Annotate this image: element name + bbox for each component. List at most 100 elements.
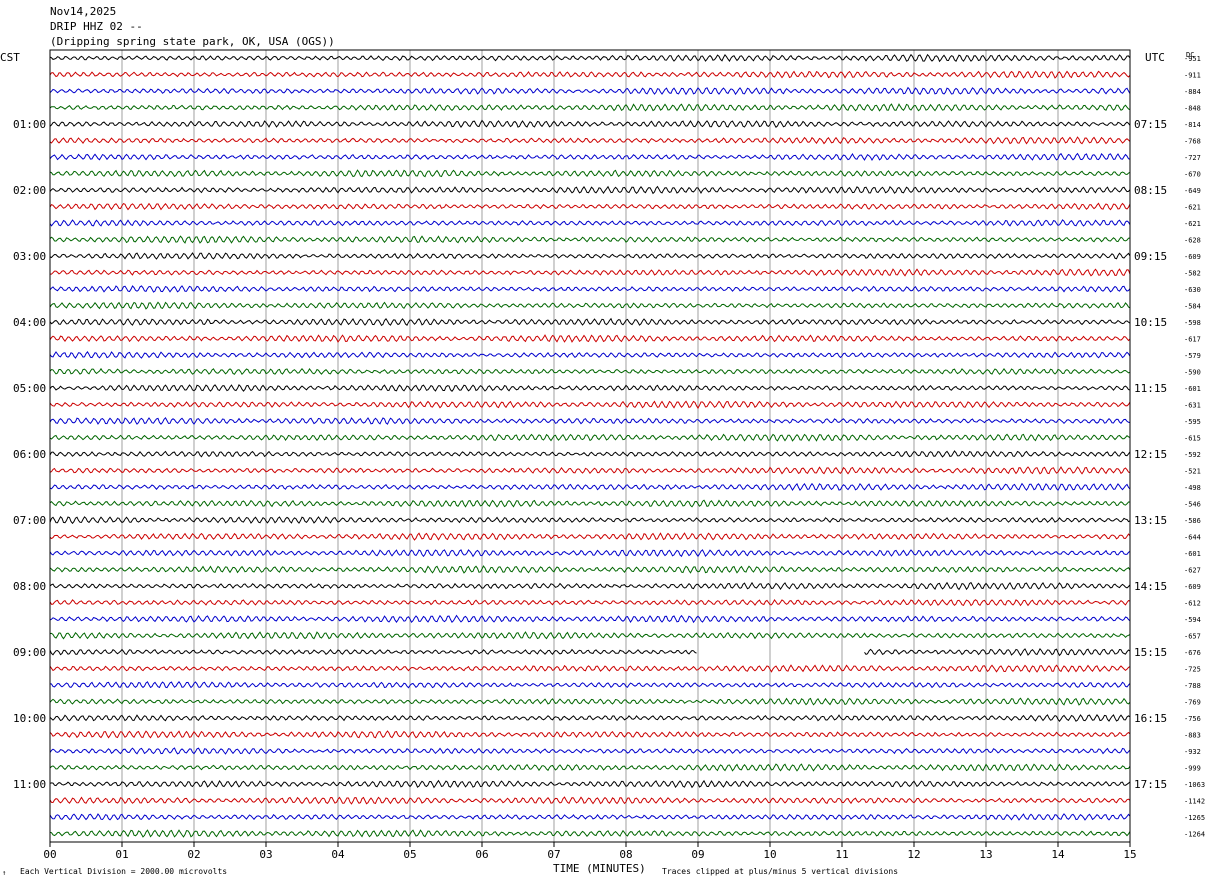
station-location: (Dripping spring state park, OK, USA (OG…: [50, 35, 335, 48]
dc-offset-label: -584: [1184, 303, 1201, 311]
dc-column-title: DC: [1186, 51, 1194, 59]
trace-line: [49, 763, 1131, 772]
dc-offset-label: -594: [1184, 616, 1201, 624]
dc-offset-label: -621: [1184, 204, 1201, 212]
scale-note: Each Vertical Division = 2000.00 microvo…: [20, 867, 228, 876]
plot-date: Nov14,2025: [50, 5, 117, 18]
dc-offset-label: -644: [1184, 534, 1201, 542]
dc-offset-label: -884: [1184, 88, 1201, 96]
trace-line: [49, 714, 1131, 723]
right-axis-title: UTC: [1145, 51, 1165, 64]
trace-line: [49, 53, 1131, 63]
dc-offset-label: -911: [1184, 72, 1201, 80]
utc-time-label: 11:15: [1134, 382, 1167, 395]
dc-offset-label: -725: [1184, 666, 1201, 674]
dc-offset-label: -601: [1184, 385, 1201, 393]
dc-offset-label: -498: [1184, 484, 1201, 492]
x-tick-label: 03: [259, 848, 272, 861]
trace-line: [49, 697, 1131, 706]
utc-time-label: 13:15: [1134, 514, 1167, 527]
x-tick-label: 07: [547, 848, 560, 861]
trace-line: [49, 169, 1131, 178]
trace-line: [49, 119, 1131, 128]
clip-note: Traces clipped at plus/minus 5 vertical …: [662, 867, 899, 876]
local-time-label: 03:00: [13, 250, 46, 263]
dc-offset-label: -598: [1184, 319, 1201, 327]
dc-offset-label: -769: [1184, 699, 1201, 707]
trace-line: [49, 334, 1131, 343]
dc-offset-label: -609: [1184, 253, 1201, 261]
dc-offset-label: -676: [1184, 649, 1201, 657]
utc-time-label: 17:15: [1134, 778, 1167, 791]
trace-line: [49, 515, 1131, 525]
seismic-traces: [49, 53, 1131, 838]
trace-line: [49, 680, 1131, 689]
trace-line: [49, 499, 1130, 508]
trace-line: [49, 252, 1131, 260]
trace-line: [49, 367, 1131, 376]
trace-line: [49, 384, 1131, 392]
trace-line: [49, 664, 1131, 673]
trace-line: [49, 631, 1131, 640]
trace-line: [49, 482, 1131, 492]
dc-offset-label: -727: [1184, 154, 1201, 162]
trace-line: [49, 136, 1131, 145]
dc-offset-label: -586: [1184, 517, 1201, 525]
utc-time-label: 07:15: [1134, 118, 1167, 131]
utc-time-label: 15:15: [1134, 646, 1167, 659]
x-tick-label: 11: [835, 848, 848, 861]
dc-offset-label: -1063: [1184, 781, 1205, 789]
trace-line: [49, 532, 1131, 541]
dc-offset-label: -932: [1184, 748, 1201, 756]
dc-offset-label: -883: [1184, 732, 1201, 740]
dc-offset-label: -595: [1184, 418, 1201, 426]
utc-time-label: 10:15: [1134, 316, 1167, 329]
dc-offset-label: -592: [1184, 451, 1201, 459]
trace-line: [864, 648, 1131, 657]
dc-offset-label: -609: [1184, 583, 1201, 591]
trace-line: [49, 614, 1131, 624]
x-tick-label: 10: [763, 848, 776, 861]
trace-line: [49, 152, 1131, 161]
trace-line: [49, 416, 1131, 425]
trace-line: [49, 796, 1131, 805]
trace-line: [49, 730, 1131, 739]
dc-offset-label: -627: [1184, 567, 1201, 575]
trace-line: [49, 301, 1131, 310]
x-tick-label: 15: [1123, 848, 1136, 861]
utc-time-label: 12:15: [1134, 448, 1167, 461]
time-gridlines: [49, 50, 1131, 847]
dc-offset-label: -1142: [1184, 798, 1205, 806]
trace-line: [49, 829, 1131, 838]
trace-line: [49, 235, 1131, 244]
x-tick-label: 14: [1051, 848, 1065, 861]
dc-offset-label: -1265: [1184, 814, 1205, 822]
dc-offset-label: -617: [1184, 336, 1201, 344]
x-tick-label: 01: [115, 848, 128, 861]
trace-line: [49, 202, 1131, 211]
dc-offset-label: -579: [1184, 352, 1201, 360]
axis-labels: 00 01 02 03 04 05 06 07 08 09 10 11 12 13 14 15 -951 -911…: [13, 55, 1205, 861]
dc-offset-label: -649: [1184, 187, 1201, 195]
x-tick-label: 02: [187, 848, 200, 861]
local-time-label: 07:00: [13, 514, 46, 527]
x-axis-title: TIME (MINUTES): [553, 862, 646, 875]
local-time-label: 06:00: [13, 448, 46, 461]
local-time-label: 01:00: [13, 118, 46, 131]
footer-marker: ↑: [2, 869, 7, 877]
dc-offset-label: -631: [1184, 402, 1201, 410]
utc-time-label: 08:15: [1134, 184, 1167, 197]
plot-frame: [49, 49, 1131, 843]
local-time-label: 10:00: [13, 712, 46, 725]
trace-line: [49, 103, 1131, 112]
trace-line: [49, 285, 1131, 293]
left-axis-title: CST: [0, 51, 20, 64]
dc-offset-label: -612: [1184, 600, 1201, 608]
local-time-label: 02:00: [13, 184, 46, 197]
dc-offset-label: -756: [1184, 715, 1201, 723]
trace-line: [49, 466, 1131, 475]
dc-offset-label: -951: [1184, 55, 1201, 63]
dc-offset-label: -630: [1184, 286, 1201, 294]
trace-line: [49, 185, 1131, 195]
dc-offset-label: -670: [1184, 171, 1201, 179]
